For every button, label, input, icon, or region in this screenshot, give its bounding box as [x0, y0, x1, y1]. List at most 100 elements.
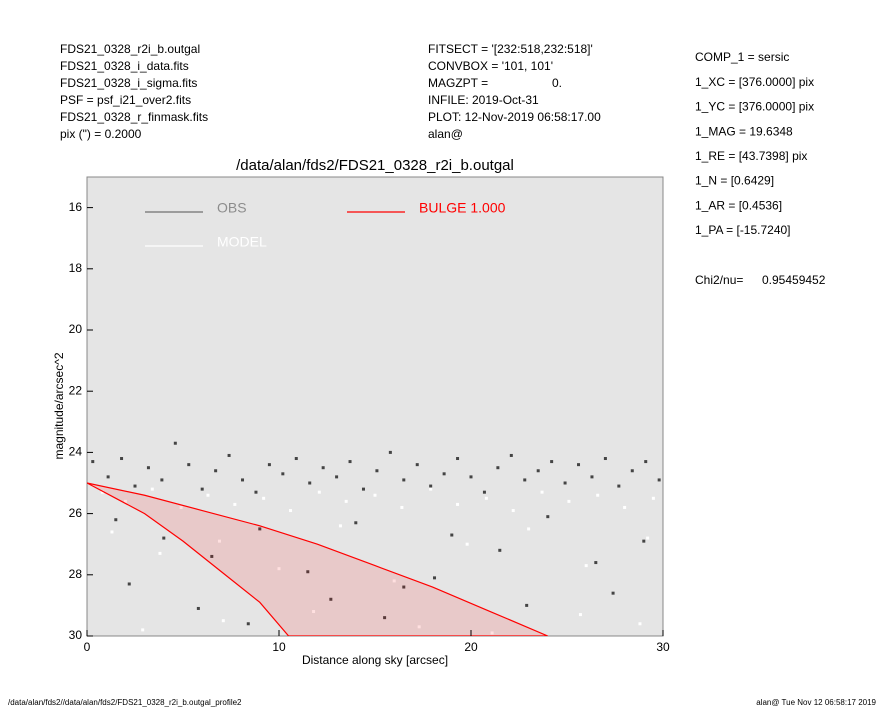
data-point: [246, 622, 250, 626]
data-point: [312, 610, 316, 614]
data-point: [498, 548, 502, 552]
data-point: [511, 509, 515, 513]
data-point: [361, 487, 365, 491]
data-point: [611, 591, 615, 595]
data-point: [590, 475, 594, 479]
header-left-line: FDS21_0328_r_finmask.fits: [60, 110, 208, 124]
data-point: [484, 496, 488, 500]
data-point: [429, 487, 433, 491]
data-point: [594, 561, 598, 565]
data-point: [417, 625, 421, 629]
x-tick-label: 20: [464, 640, 478, 654]
fit-parameter: 1_MAG = 19.6348: [695, 124, 793, 138]
data-point: [114, 518, 118, 522]
data-point: [577, 463, 581, 467]
header-middle-line: CONVBOX = '101, 101': [428, 59, 553, 73]
bulge-profile: [87, 482, 549, 636]
data-point: [540, 490, 544, 494]
data-point: [603, 457, 607, 461]
data-point: [442, 472, 446, 476]
x-tick-label: 30: [656, 640, 670, 654]
data-point: [162, 536, 166, 540]
data-point: [294, 457, 298, 461]
data-point: [469, 475, 473, 479]
data-point: [308, 481, 312, 485]
y-tick-label: 30: [69, 628, 83, 642]
legend-label: OBS: [217, 200, 247, 216]
data-point: [200, 487, 204, 491]
data-point: [644, 460, 648, 464]
data-point: [563, 481, 567, 485]
data-point: [509, 453, 513, 457]
data-point: [158, 551, 162, 555]
header-middle-line: alan@: [428, 127, 463, 141]
data-point: [496, 466, 500, 470]
data-point: [596, 493, 600, 497]
data-point: [630, 469, 634, 473]
header-left-line: PSF = psf_i21_over2.fits: [60, 93, 191, 107]
data-point: [523, 478, 527, 482]
data-point: [433, 576, 437, 580]
y-tick-label: 24: [69, 445, 83, 459]
data-point: [546, 515, 550, 519]
magzpt-value: 0.: [552, 76, 562, 90]
data-point: [465, 542, 469, 546]
data-point: [375, 469, 379, 473]
data-point: [133, 484, 137, 488]
data-point: [187, 463, 191, 467]
data-point: [120, 457, 124, 461]
data-point: [584, 564, 588, 568]
data-point: [277, 567, 281, 571]
data-point: [281, 472, 285, 476]
data-point: [217, 539, 221, 543]
data-point: [100, 490, 104, 494]
fit-parameter: 1_YC = [376.0000] pix: [695, 100, 814, 114]
fit-parameter: 1_XC = [376.0000] pix: [695, 75, 814, 89]
data-point: [550, 460, 554, 464]
fit-parameter: 1_AR = [0.4536]: [695, 198, 782, 212]
data-point: [651, 496, 655, 500]
header-left-line: FDS21_0328_r2i_b.outgal: [60, 42, 200, 56]
y-tick-label: 20: [69, 322, 83, 336]
chi-value: 0.95459452: [762, 273, 826, 287]
data-point: [123, 499, 127, 503]
data-point: [254, 490, 258, 494]
data-point: [233, 502, 237, 506]
data-point: [150, 487, 154, 491]
data-point: [525, 603, 529, 607]
footer-right: alan@ Tue Nov 12 06:58:17 2019: [756, 698, 876, 707]
data-point: [221, 619, 225, 623]
data-point: [317, 490, 321, 494]
data-point: [335, 475, 339, 479]
data-point: [196, 606, 200, 610]
data-point: [321, 466, 325, 470]
data-point: [527, 527, 531, 531]
x-axis-label: Distance along sky [arcsec]: [302, 653, 448, 667]
data-point: [415, 463, 419, 467]
data-point: [638, 622, 642, 626]
data-point: [642, 539, 646, 543]
fit-parameter: 1_RE = [43.7398] pix: [695, 149, 807, 163]
data-point: [373, 493, 377, 497]
header-left-line: pix (") = 0.2000: [60, 127, 142, 141]
footer-left: /data/alan/fds2//data/alan/fds2/FDS21_03…: [8, 698, 242, 707]
data-point: [536, 469, 540, 473]
fit-parameter: COMP_1 = sersic: [695, 50, 789, 64]
data-point: [146, 466, 150, 470]
header-left-line: FDS21_0328_i_data.fits: [60, 59, 189, 73]
chart-title: /data/alan/fds2/FDS21_0328_r2i_b.outgal: [236, 157, 514, 174]
fit-parameter: 1_N = [0.6429]: [695, 174, 774, 188]
data-point: [402, 585, 406, 589]
legend-label: BULGE 1.000: [419, 200, 506, 216]
data-point: [578, 613, 582, 617]
data-point: [141, 628, 145, 632]
data-point: [241, 478, 245, 482]
header-left-line: FDS21_0328_i_sigma.fits: [60, 76, 197, 90]
data-point: [348, 460, 352, 464]
header-middle-line: PLOT: 12-Nov-2019 06:58:17.00: [428, 110, 601, 124]
data-point: [482, 490, 486, 494]
data-point: [179, 505, 183, 509]
data-point: [646, 536, 650, 540]
data-point: [110, 530, 114, 534]
